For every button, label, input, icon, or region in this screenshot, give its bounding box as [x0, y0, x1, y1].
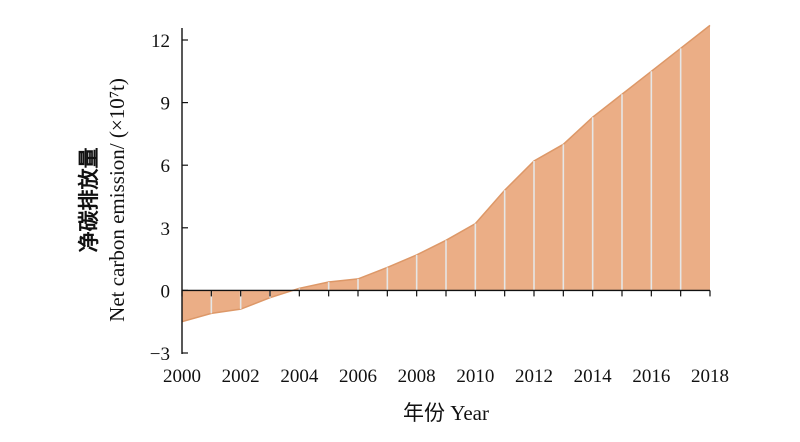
x-tick-label: 2006 [339, 366, 377, 387]
y-tick-label: 6 [161, 156, 171, 177]
x-tick-label: 2014 [574, 366, 613, 387]
y-tick-label: −3 [150, 344, 170, 365]
x-tick-labels: 2000 2002 2004 2006 2008 2010 2012 2014 2016 2018 [163, 366, 729, 387]
y-tick-label: 3 [161, 219, 171, 240]
y-tick-labels: −3 0 3 6 9 12 [150, 31, 170, 365]
x-axis-title: 年份 Year [403, 401, 489, 425]
y-tick-label: 12 [151, 31, 170, 52]
area-fill [182, 25, 710, 322]
x-tick-label: 2000 [163, 366, 201, 387]
x-tick-label: 2002 [222, 366, 260, 387]
y-axis-title-chinese: 净碳排放量 [77, 148, 101, 253]
x-tick-label: 2018 [691, 366, 729, 387]
x-tick-label: 2004 [280, 366, 319, 387]
x-tick-label: 2016 [632, 366, 670, 387]
year-divider-lines [210, 48, 682, 314]
y-tick-label: 0 [161, 281, 171, 302]
x-tick-label: 2008 [398, 366, 436, 387]
y-axis-title-english: Net carbon emission/ (×10⁷t) [105, 78, 129, 322]
axes [181, 28, 711, 354]
x-tick-label: 2010 [456, 366, 494, 387]
y-tick-label: 9 [161, 94, 171, 115]
x-tick-label: 2012 [515, 366, 553, 387]
